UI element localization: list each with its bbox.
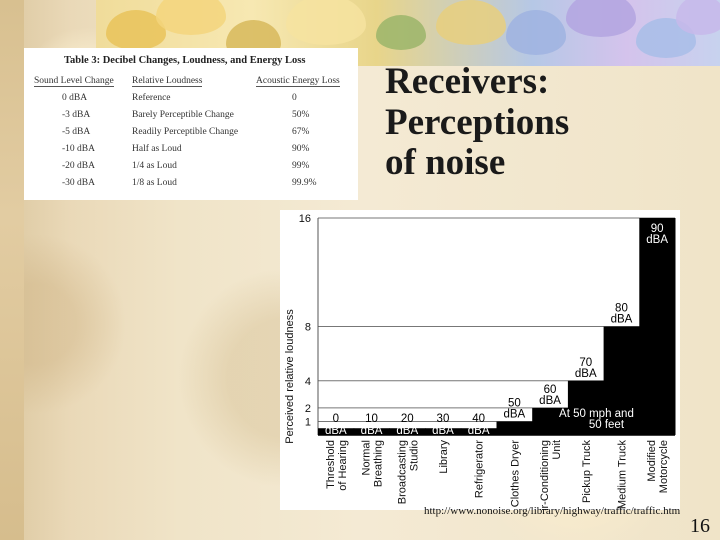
table-header-relative-loudness: Relative Loudness <box>132 76 203 87</box>
table-cell: 90% <box>292 144 310 154</box>
bar-value-label: 50 <box>508 397 521 409</box>
table-cell: 99% <box>292 161 310 171</box>
table-cell: 99.9% <box>292 178 317 188</box>
table-cell: 50% <box>292 110 310 120</box>
table-cell: -3 dBA <box>62 110 91 120</box>
bar-unit-label: dBA <box>325 425 347 437</box>
table-cell: 0 <box>292 93 297 103</box>
x-tick-label: Broadcasting <box>396 440 408 504</box>
table-header-sound-level: Sound Level Change <box>34 76 114 87</box>
bar-value-label: 10 <box>365 413 378 425</box>
x-tick-label: Pickup Truck <box>581 440 593 503</box>
y-tick-label: 16 <box>299 213 311 225</box>
table-cell: -20 dBA <box>62 161 95 171</box>
bar <box>532 407 569 435</box>
bar <box>389 428 426 435</box>
x-tick-label: Threshold <box>325 440 337 489</box>
source-url[interactable]: http://www.nonoise.org/library/highway/t… <box>424 505 681 517</box>
heading-line: Perceptions <box>385 101 570 143</box>
x-tick-label: Library <box>438 440 450 474</box>
bar <box>318 428 355 435</box>
table-cell: Reference <box>132 93 171 103</box>
page-number: 16 <box>690 515 710 537</box>
x-tick-label: Motorcycle <box>658 440 670 493</box>
bar-unit-label: dBA <box>361 425 383 437</box>
table-cell: 1/8 as Loud <box>132 178 177 188</box>
table-cell: Half as Loud <box>132 144 182 154</box>
y-tick-label: 1 <box>305 416 311 428</box>
decibel-table: Table 3: Decibel Changes, Loudness, and … <box>24 48 358 200</box>
bar-unit-label: dBA <box>396 425 418 437</box>
x-tick-label: Refrigerator <box>474 440 486 498</box>
bar-unit-label: dBA <box>468 425 490 437</box>
left-border-strip <box>0 0 24 540</box>
bar-value-label: 60 <box>544 384 557 396</box>
bar-unit-label: dBA <box>539 395 561 407</box>
bar <box>567 380 605 435</box>
table-cell: 0 dBA <box>62 93 88 103</box>
bar <box>496 421 533 435</box>
y-tick-label: 4 <box>305 376 311 388</box>
table-header-energy-loss: Acoustic Energy Loss <box>256 76 340 87</box>
bar-value-label: 30 <box>437 413 450 425</box>
table-cell: -10 dBA <box>62 144 95 154</box>
x-tick-label: of Hearing <box>337 440 349 491</box>
bar-annotation: 50 feet <box>589 419 625 431</box>
bar <box>353 428 390 435</box>
bar <box>603 326 640 435</box>
bar-unit-label: dBA <box>432 425 454 437</box>
bar-unit-label: dBA <box>646 234 668 246</box>
x-tick-label: Modified <box>646 440 658 482</box>
heading-line: of noise <box>385 142 506 183</box>
bar-value-label: 70 <box>579 357 592 369</box>
x-tick-label: Normal <box>361 440 373 475</box>
bar-unit-label: dBA <box>575 368 597 380</box>
x-tick-label: Medium Truck <box>616 440 628 510</box>
table-cell: -5 dBA <box>62 127 91 137</box>
x-tick-label: Clothes Dryer <box>509 440 521 508</box>
heading-line: Receivers: <box>385 61 550 102</box>
y-tick-label: 8 <box>305 322 311 334</box>
table-cell: 67% <box>292 127 310 137</box>
table-cell: 1/4 as Loud <box>132 161 177 171</box>
bar-value-label: 80 <box>615 303 628 315</box>
y-axis-label: Perceived relative loudness <box>284 309 296 444</box>
table-cell: -30 dBA <box>62 178 95 188</box>
slide-heading: Receivers: Perceptions of noise <box>385 61 570 184</box>
bar <box>460 428 497 435</box>
bar-value-label: 40 <box>472 413 485 425</box>
bar-unit-label: dBA <box>611 314 633 326</box>
table-cell: Readily Perceptible Change <box>132 127 239 137</box>
x-tick-label: Breathing <box>373 440 385 487</box>
bar-annotation: At 50 mph and <box>559 408 634 420</box>
bar-value-label: 0 <box>333 413 339 425</box>
bar-unit-label: dBA <box>503 408 525 420</box>
bar <box>425 428 462 435</box>
table-cell: Barely Perceptible Change <box>132 110 234 120</box>
bar-value-label: 20 <box>401 413 414 425</box>
bar-value-label: 90 <box>651 223 664 235</box>
x-tick-label: Air-Conditioning <box>539 440 551 510</box>
bar <box>639 218 676 435</box>
y-tick-label: 2 <box>305 403 311 415</box>
x-tick-label: Unit <box>551 440 563 460</box>
x-tick-label: Studio <box>408 440 420 471</box>
table-title: Table 3: Decibel Changes, Loudness, and … <box>64 55 306 66</box>
